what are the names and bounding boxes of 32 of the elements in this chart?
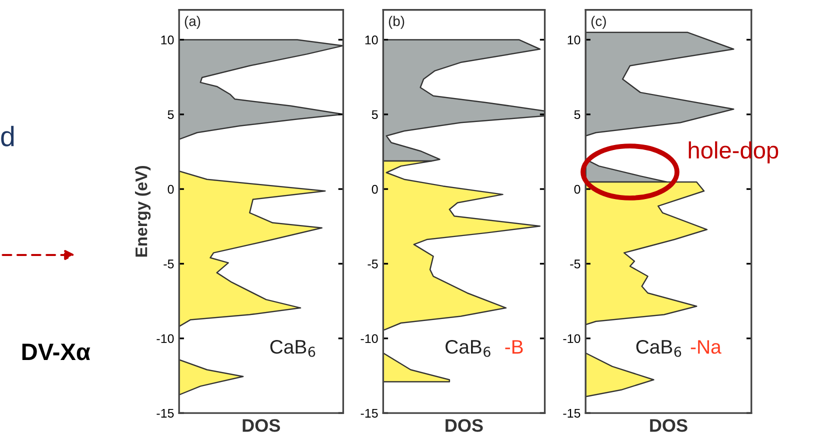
y-tick-label: 10 [365,36,378,44]
y-tick-label: 0 [574,184,580,194]
annotation: (c) [591,16,606,29]
y-tick-label: 5 [372,110,378,120]
y-tick-label: -5 [570,260,580,268]
y-tick-label: 10 [161,36,174,44]
x-axis-title: DOS [650,419,688,432]
x-axis-title: DOS [446,419,483,432]
x-axis-title: DOS [242,419,280,432]
y-tick-label: -10 [360,334,378,344]
y-axis-title: Energy (eV) [135,166,151,257]
y-tick-label: -10 [563,334,580,344]
y-tick-label: 5 [574,110,580,120]
y-tick-label: 10 [568,36,580,44]
y-tick-label: -15 [360,408,378,418]
y-tick-label: 0 [168,184,174,194]
annotation: CaB$_{6}$ [636,340,682,357]
annotation: CaB$_{6}$ [270,340,316,357]
annotation: -Na [690,340,722,354]
y-tick-label: -15 [563,408,580,418]
annotation: (b) [388,16,404,29]
y-tick-label: -5 [164,260,174,268]
y-tick-label: 5 [168,110,174,120]
text: DV-Xα [22,344,90,360]
annotation: -B [505,340,523,354]
y-tick-label: -5 [368,260,378,268]
y-tick-label: -10 [156,334,174,344]
annotation: CaB$_{6}$ [446,340,490,357]
text: d [1,126,14,146]
annotation: (a) [184,16,200,29]
y-tick-label: -15 [156,408,174,418]
y-tick-label: 0 [372,184,378,194]
